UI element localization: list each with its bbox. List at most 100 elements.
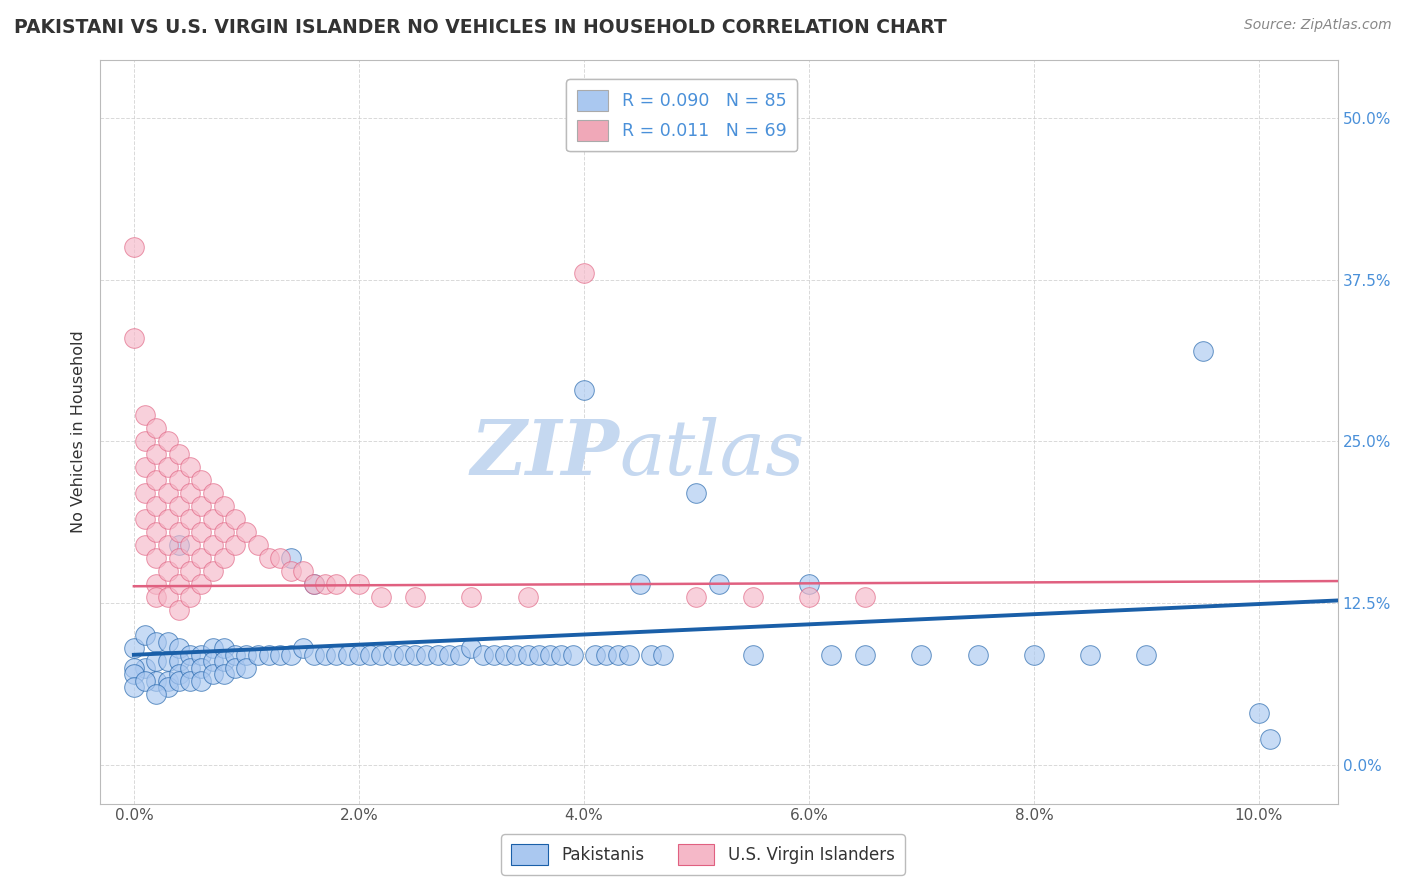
Point (167, 524, 190, 539)
Point (302, 576, 325, 591)
Point (201, 654, 224, 668)
Point (235, 661, 257, 675)
Point (302, 648, 325, 662)
Y-axis label: No Vehicles in Household: No Vehicles in Household (72, 330, 86, 533)
Point (572, 383, 595, 397)
Point (134, 673, 156, 688)
Point (156, 564, 179, 578)
Point (426, 648, 449, 662)
Point (212, 499, 235, 513)
Point (471, 648, 494, 662)
Point (212, 524, 235, 539)
Point (280, 550, 302, 565)
Point (167, 473, 190, 487)
Point (347, 648, 370, 662)
Point (190, 473, 212, 487)
Point (628, 576, 651, 591)
Text: PAKISTANI VS U.S. VIRGIN ISLANDER NO VEHICLES IN HOUSEHOLD CORRELATION CHART: PAKISTANI VS U.S. VIRGIN ISLANDER NO VEH… (14, 18, 946, 37)
Point (325, 576, 347, 591)
Point (246, 648, 269, 662)
Legend: Pakistanis, U.S. Virgin Islanders: Pakistanis, U.S. Virgin Islanders (502, 834, 904, 875)
Point (122, 667, 145, 681)
Text: ZIP: ZIP (471, 417, 620, 491)
Point (122, 661, 145, 675)
Point (561, 648, 583, 662)
Point (156, 590, 179, 604)
Point (527, 648, 550, 662)
Point (572, 266, 595, 280)
Point (179, 512, 201, 526)
Point (156, 460, 179, 475)
Point (212, 667, 235, 681)
Point (190, 550, 212, 565)
Point (449, 648, 471, 662)
Point (167, 673, 190, 688)
Point (179, 564, 201, 578)
Point (494, 648, 516, 662)
Point (1191, 343, 1213, 358)
Point (291, 641, 314, 656)
Point (179, 648, 201, 662)
Point (201, 538, 224, 552)
Point (269, 550, 291, 565)
Point (167, 550, 190, 565)
Point (145, 550, 167, 565)
Point (797, 576, 820, 591)
Point (190, 576, 212, 591)
Point (404, 648, 426, 662)
Point (224, 538, 246, 552)
Point (201, 641, 224, 656)
Point (134, 486, 156, 500)
Point (190, 673, 212, 688)
Point (460, 641, 482, 656)
Text: Source: ZipAtlas.com: Source: ZipAtlas.com (1244, 18, 1392, 32)
Point (156, 654, 179, 668)
Point (685, 590, 707, 604)
Point (583, 648, 606, 662)
Point (134, 538, 156, 552)
Point (853, 648, 876, 662)
Point (145, 590, 167, 604)
Point (235, 648, 257, 662)
Point (235, 524, 257, 539)
Point (190, 499, 212, 513)
Point (640, 648, 662, 662)
Point (167, 654, 190, 668)
Point (359, 648, 381, 662)
Point (156, 538, 179, 552)
Point (145, 421, 167, 435)
Point (302, 576, 325, 591)
Point (201, 486, 224, 500)
Point (741, 590, 763, 604)
Point (516, 648, 538, 662)
Point (201, 512, 224, 526)
Point (1078, 648, 1101, 662)
Point (179, 486, 201, 500)
Point (910, 648, 932, 662)
Point (156, 512, 179, 526)
Point (122, 680, 145, 694)
Point (179, 460, 201, 475)
Point (246, 538, 269, 552)
Point (1258, 731, 1281, 746)
Point (314, 648, 336, 662)
Point (167, 641, 190, 656)
Point (617, 648, 640, 662)
Point (179, 673, 201, 688)
Point (167, 667, 190, 681)
Point (291, 564, 314, 578)
Text: atlas: atlas (620, 417, 806, 491)
Point (212, 550, 235, 565)
Point (347, 576, 370, 591)
Point (134, 661, 156, 675)
Point (797, 590, 820, 604)
Point (606, 648, 628, 662)
Point (370, 590, 392, 604)
Point (415, 648, 437, 662)
Point (167, 538, 190, 552)
Point (280, 648, 302, 662)
Point (167, 576, 190, 591)
Point (212, 641, 235, 656)
Point (179, 538, 201, 552)
Point (134, 512, 156, 526)
